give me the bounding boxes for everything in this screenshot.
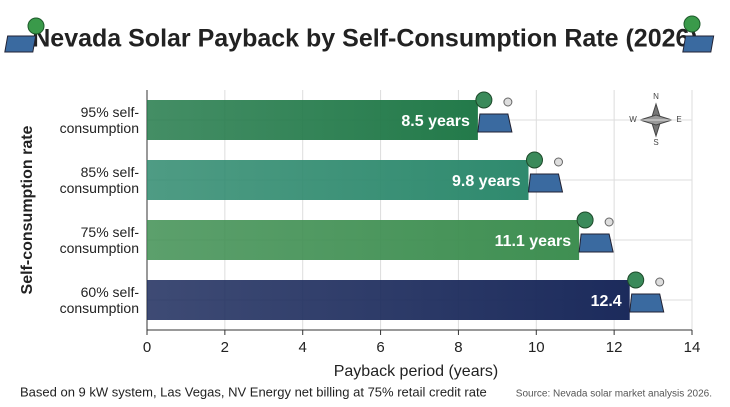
y-tick-label: 85% self-consumption [59,164,139,196]
source: Source: Nevada solar market analysis 202… [516,389,712,400]
sun [655,277,665,287]
panel [578,233,614,253]
title-icon [4,15,715,53]
coin [576,211,594,229]
x-tick-label: 2 [221,339,229,356]
y-tick-label: 60% self-consumption [59,284,139,316]
x-tick-label: 14 [684,339,701,356]
coin [627,271,645,289]
coin [526,151,543,169]
value-label: 8.5 years [401,113,470,130]
x-tick-label: 10 [528,339,545,356]
x-tick-label: 0 [143,339,151,356]
sun [604,217,614,227]
y-tick-label: 95% self-consumption [59,104,139,136]
bar [147,280,630,320]
panel-icon [576,211,614,253]
panel [527,173,564,193]
value-label: 11.1 years [495,233,572,250]
panel-icon [526,151,564,193]
compass-label: W [629,115,637,124]
bar [147,160,529,200]
footnote: Based on 9 kW system, Las Vegas, NV Ener… [20,384,487,399]
y-axis-label: Self-consumption rate [19,125,36,294]
x-tick-label: 6 [376,339,384,356]
x-tick-label: 4 [299,339,307,356]
value-label: 12.4 [591,293,622,310]
panel [477,113,513,133]
value-label: 9.8 years [452,173,521,190]
bar [147,220,580,260]
x-tick-label: 12 [606,339,623,356]
compass-label: N [653,92,659,101]
compass-label: S [653,138,658,147]
coin [475,91,493,109]
compass-label: E [676,115,681,124]
sun [554,157,563,167]
chart-title: Nevada Solar Payback by Self-Consumption… [32,25,698,53]
panel-icon [475,91,513,133]
x-axis-label: Payback period (years) [334,363,499,380]
panel [629,293,665,313]
bar [147,100,478,140]
sun [503,97,513,107]
x-tick-label: 8 [454,339,462,356]
y-tick-label: 75% self-consumption [59,224,139,256]
panel-icon [627,271,665,313]
